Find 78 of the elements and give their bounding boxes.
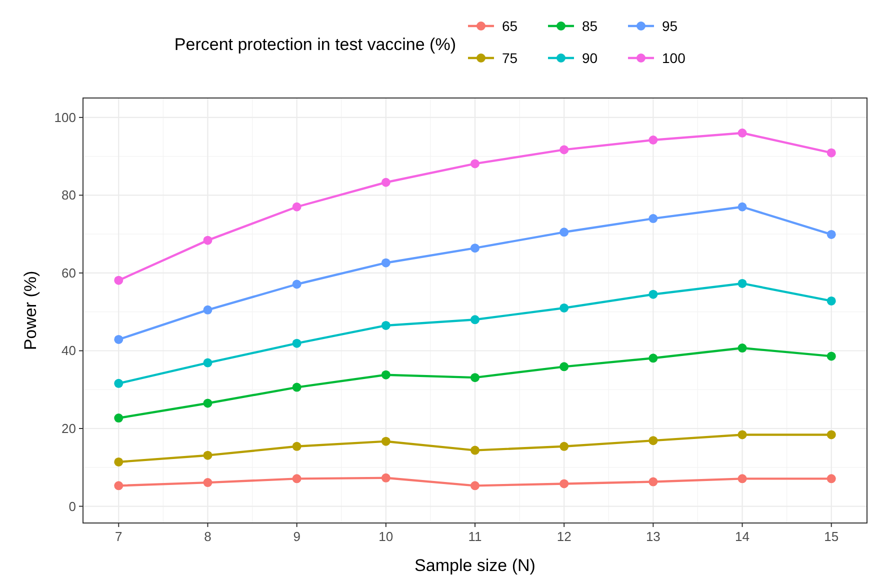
legend-label: 100 [662,50,686,66]
y-tick-label: 0 [68,498,76,514]
point [738,474,747,484]
point [560,145,569,154]
point [648,436,658,446]
point [381,370,390,380]
point [292,442,302,451]
point [826,296,836,306]
y-tick-label: 60 [62,265,76,280]
y-tick-label: 20 [62,421,76,436]
point [648,135,658,144]
point [292,280,302,289]
point [560,228,569,237]
point [560,479,569,488]
legend-label: 75 [502,50,518,66]
point [826,352,836,361]
legend-label: 65 [502,18,518,34]
point [114,481,124,490]
point [560,442,569,451]
point [381,436,390,446]
point [738,202,747,212]
point [560,303,569,312]
x-tick-label: 8 [204,529,212,544]
x-tick-label: 13 [646,529,660,544]
x-tick-label: 10 [378,529,394,544]
x-tick-label: 15 [824,529,839,544]
legend-title: Percent protection in test vaccine (%) [174,35,456,54]
point [648,290,658,299]
x-tick-label: 7 [115,529,122,544]
point [381,320,390,330]
point [738,430,747,440]
point [292,202,302,212]
point [203,478,212,488]
y-axis-title: Power (%) [21,270,40,350]
x-axis-title: Sample size (N) [414,556,536,575]
point [292,474,302,484]
point [114,414,124,423]
point [826,148,836,158]
point [292,338,302,348]
x-tick-label: 11 [468,529,482,544]
point [203,358,212,368]
point [470,315,480,324]
point [114,378,124,388]
point [203,305,212,314]
point [203,398,212,408]
y-tick-label: 100 [54,110,76,125]
point [648,477,658,486]
point [470,373,480,382]
point [114,334,124,344]
legend-label: 90 [582,50,598,66]
legend-label: 95 [662,18,678,34]
point [203,450,212,460]
point [560,362,569,372]
x-tick-label: 12 [556,529,572,544]
point [738,278,747,288]
point [470,244,480,253]
x-tick-label: 14 [735,529,750,544]
point [826,430,836,440]
point [826,230,836,239]
point [470,446,480,455]
point [114,457,124,466]
y-tick-label: 40 [62,343,76,358]
point [381,258,390,268]
point [738,344,747,353]
point [470,159,480,168]
point [470,481,480,490]
point [826,474,836,484]
point [381,473,390,482]
point [292,382,302,392]
point [203,236,212,245]
point [114,276,124,285]
point [738,128,747,138]
point [648,214,658,224]
point [381,178,390,187]
legend-label: 85 [582,18,598,34]
y-tick-label: 80 [62,188,76,203]
x-tick-label: 9 [293,529,300,544]
point [648,354,658,363]
